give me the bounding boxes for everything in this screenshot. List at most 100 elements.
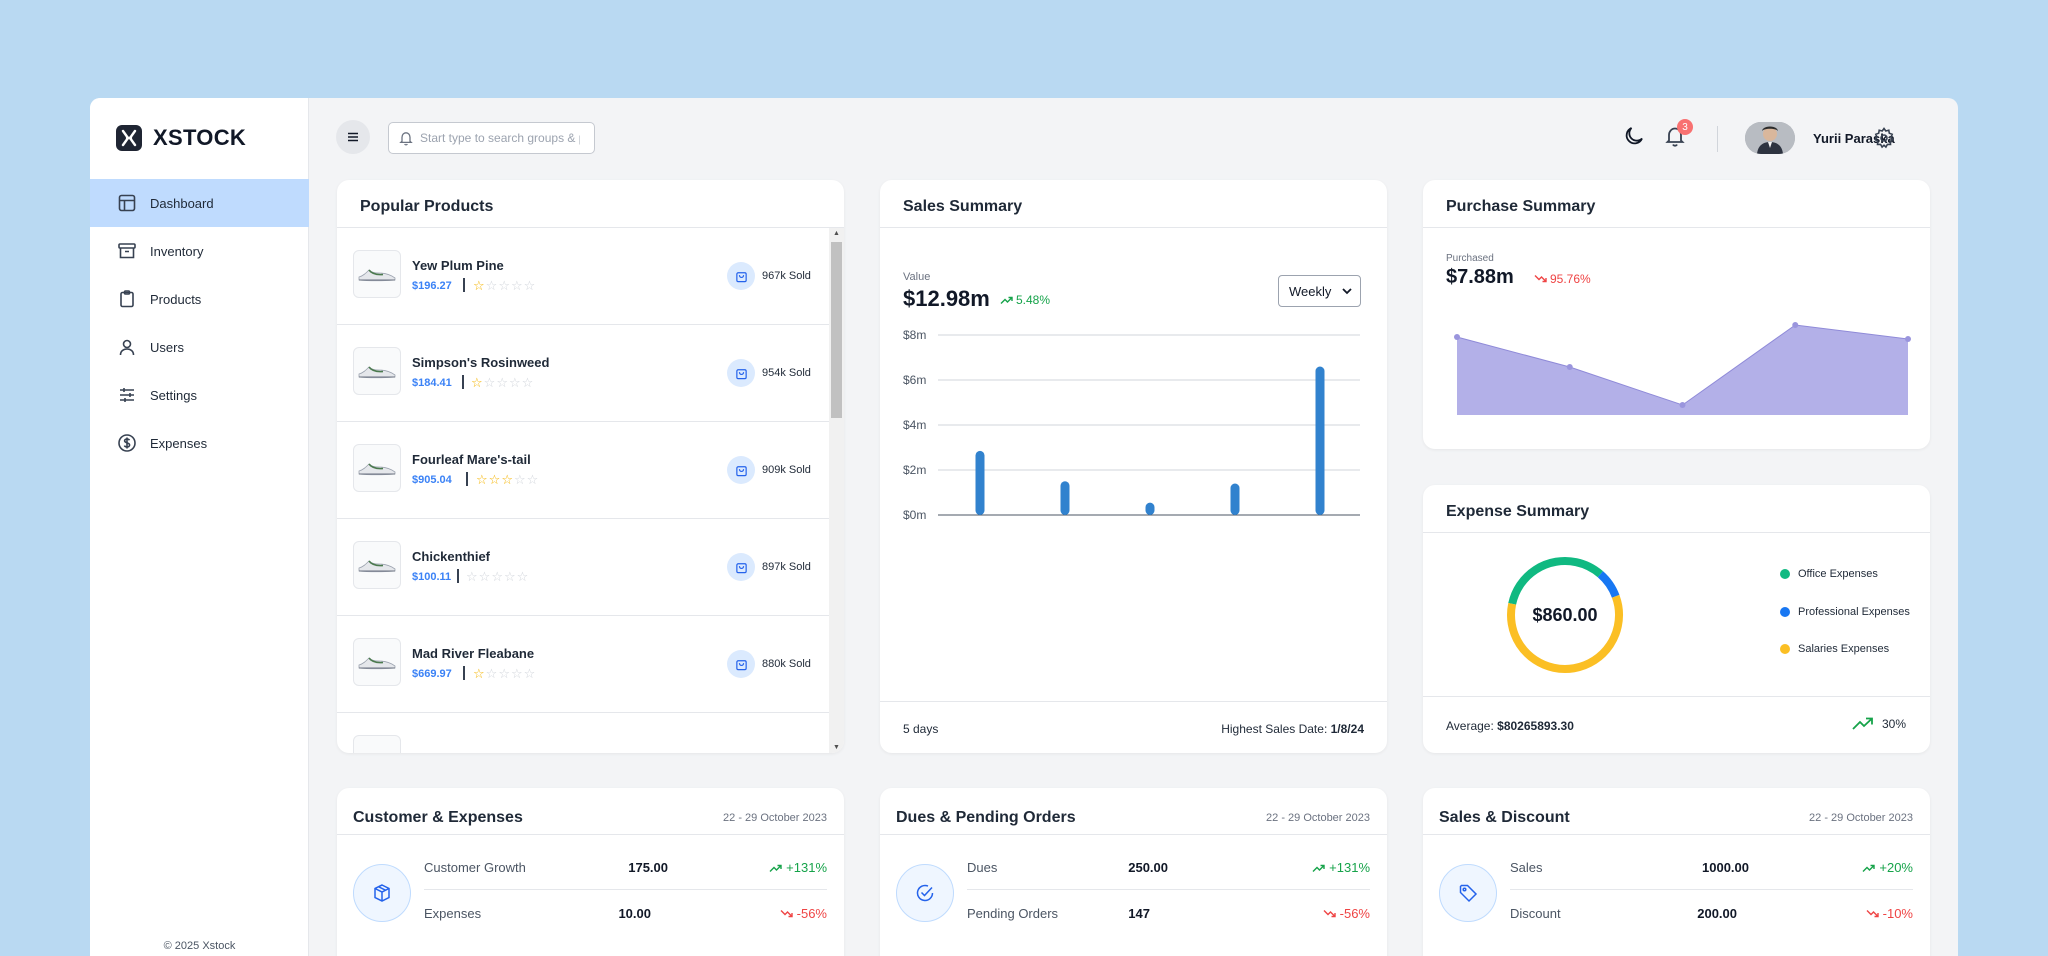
sidebar-item-users[interactable]: Users (90, 323, 309, 371)
sidebar-item-label: Products (150, 291, 202, 307)
list-item[interactable]: Yew Plum Pine $196.27 ☆☆☆☆☆ 967k Sold (337, 228, 829, 325)
sidebar-item-dashboard[interactable]: Dashboard (90, 179, 309, 227)
kpi-label: Expenses (424, 906, 482, 921)
kpi-label: Dues (967, 860, 998, 875)
check-circle-icon (916, 884, 934, 902)
highest-sales: Highest Sales Date: 1/8/24 (1221, 722, 1364, 736)
tag-icon (1459, 884, 1478, 903)
divider (1423, 532, 1930, 533)
kpi-change-value: -56% (796, 906, 827, 921)
donut-segment[interactable] (1503, 553, 1627, 677)
package-icon (374, 884, 390, 902)
topbar: 3 Yurii Paraska (309, 98, 1958, 178)
divider (337, 227, 844, 228)
period-select[interactable]: Weekly (1278, 275, 1361, 307)
theme-toggle[interactable] (1622, 124, 1646, 153)
shopping-bag-icon (735, 659, 747, 670)
sidebar-item-inventory[interactable]: Inventory (90, 227, 309, 275)
purchase-change: 95.76% (1534, 272, 1591, 286)
card-title: Sales Summary (903, 198, 1023, 215)
card-title: Customer & Expenses (353, 809, 523, 826)
star-empty-icon: ☆ (466, 569, 479, 584)
product-price: $184.41 (412, 377, 452, 389)
kpi-label: Pending Orders (967, 906, 1059, 921)
search-input[interactable] (420, 131, 580, 145)
divider (1717, 126, 1718, 152)
avatar[interactable] (1745, 122, 1795, 154)
list-item[interactable]: Chickenthief $100.11 ☆☆☆☆☆ 897k Sold (337, 519, 829, 616)
legend-dot (1780, 569, 1790, 579)
star-empty-icon: ☆ (498, 278, 511, 293)
user-name[interactable]: Yurii Paraska (1813, 131, 1895, 146)
sold-icon-wrap (727, 359, 755, 387)
sold-count: 880k Sold (762, 658, 811, 670)
scrollbar[interactable]: ▲ ▼ (829, 228, 844, 753)
star-empty-icon: ☆ (516, 569, 530, 584)
card-title: Popular Products (360, 198, 494, 215)
data-point[interactable] (1454, 334, 1460, 340)
star-empty-icon: ☆ (521, 375, 535, 390)
divider (337, 834, 844, 835)
legend-dot (1780, 607, 1790, 617)
sliders-icon (120, 388, 134, 402)
chart-bar[interactable] (1315, 366, 1325, 516)
scroll-up-arrow[interactable]: ▲ (833, 230, 840, 237)
divider (880, 701, 1387, 702)
sales-bar-chart: $0m$2m$4m$6m$8m3/132/172/41/231/8 (903, 328, 1360, 520)
brand-logo[interactable]: XSTOCK (116, 125, 246, 151)
shopping-bag-icon (735, 271, 747, 282)
kpi-value: 175.00 (628, 860, 668, 875)
kpi-change: -10% (1866, 906, 1913, 921)
purchase-change-value: 95.76% (1550, 272, 1591, 286)
sold-icon-wrap (727, 650, 755, 678)
data-point[interactable] (1566, 364, 1573, 370)
list-item[interactable]: Fourleaf Mare's-tail $905.04 ☆☆☆☆☆ 909k Sol… (337, 422, 829, 519)
sidebar-item-expenses[interactable]: Expenses (90, 419, 309, 467)
purchase-area-chart (1454, 322, 1911, 415)
sold-count: 954k Sold (762, 367, 811, 379)
kpi-change: +131% (769, 860, 827, 875)
period-days: 5 days (903, 722, 939, 736)
list-item[interactable] (337, 713, 829, 753)
data-point[interactable] (1679, 402, 1686, 408)
customer-expenses-card: Customer & Expenses 22 - 29 October 2023… (337, 788, 844, 956)
rating-stars: ☆☆☆☆☆ (466, 569, 529, 585)
sold-icon-wrap (727, 553, 755, 581)
highest-sales-label: Highest Sales Date: (1221, 722, 1328, 736)
moon-icon (1625, 127, 1643, 145)
chart-bar[interactable] (975, 450, 985, 515)
chart-bar[interactable] (1145, 502, 1155, 515)
scroll-down-arrow[interactable]: ▼ (833, 744, 840, 751)
kpi-value: 250.00 (1128, 860, 1168, 875)
menu-button[interactable] (336, 120, 370, 154)
rating-stars: ☆☆☆☆☆ (471, 375, 534, 391)
list-item[interactable]: Mad River Fleabane $669.97 ☆☆☆☆☆ 880k Sold (337, 616, 829, 713)
shoe-icon (358, 366, 396, 379)
data-point[interactable] (1792, 322, 1799, 328)
divider (1423, 834, 1930, 835)
rating-stars: ☆☆☆☆☆ (476, 472, 539, 488)
kpi-value: 200.00 (1697, 906, 1737, 921)
product-name: Chickenthief (412, 549, 491, 564)
data-point[interactable] (1905, 336, 1911, 342)
sales-change-value: 5.48% (1016, 293, 1051, 307)
brand-name: XSTOCK (153, 125, 247, 150)
chart-bar[interactable] (1060, 481, 1070, 515)
sidebar-item-settings[interactable]: Settings (90, 371, 309, 419)
card-title: Sales & Discount (1439, 809, 1570, 826)
scroll-thumb[interactable] (831, 242, 842, 418)
list-item[interactable]: Simpson's Rosinweed $184.41 ☆☆☆☆☆ 954k Sold (337, 325, 829, 422)
product-list[interactable]: Yew Plum Pine $196.27 ☆☆☆☆☆ 967k Sold Simpso… (337, 228, 829, 753)
chart-bar[interactable] (1230, 483, 1240, 516)
card-title: Expense Summary (1446, 503, 1590, 520)
kpi-icon-wrap (353, 864, 411, 922)
settings-button[interactable] (1872, 126, 1896, 155)
sidebar: XSTOCK Dashboard Inventory Products User… (90, 98, 309, 956)
sidebar-item-products[interactable]: Products (90, 275, 309, 323)
star-filled-icon: ☆ (473, 278, 486, 293)
expense-donut-chart (1503, 553, 1627, 677)
notifications-button[interactable] (1663, 124, 1687, 153)
search-box[interactable] (388, 122, 595, 154)
kpi-change-value: -10% (1882, 906, 1913, 921)
divider (1510, 889, 1913, 890)
